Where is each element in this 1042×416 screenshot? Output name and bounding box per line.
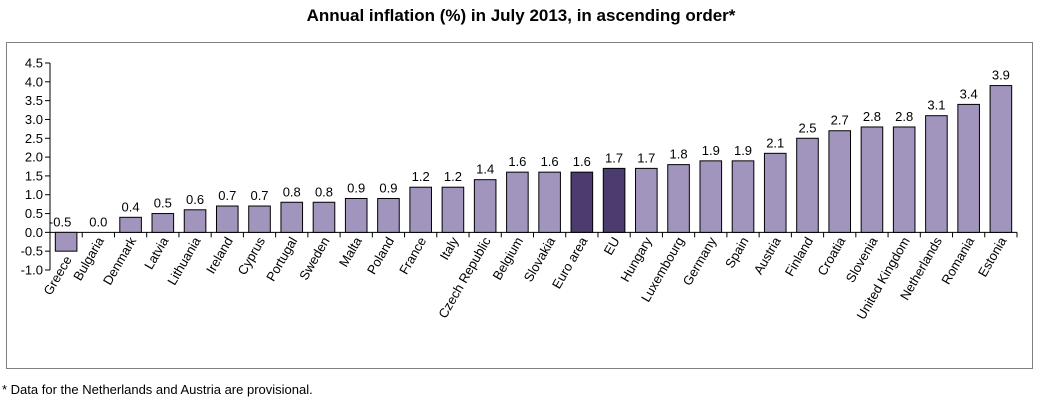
bar xyxy=(377,197,400,233)
x-tick-label: France xyxy=(396,234,429,277)
bar xyxy=(54,231,78,252)
x-tick-label: EU xyxy=(601,234,623,257)
bar xyxy=(602,167,626,233)
bar xyxy=(280,201,304,233)
bar xyxy=(570,171,594,233)
x-tick-label: Italy xyxy=(437,234,462,263)
x-tick-label: Estonia xyxy=(975,234,1010,280)
data-label: 0.5 xyxy=(154,196,172,211)
data-label: 1.9 xyxy=(734,143,752,158)
bar xyxy=(538,171,561,233)
x-tick-label: Ireland xyxy=(203,234,236,276)
data-label: 0.4 xyxy=(122,199,140,214)
bar xyxy=(473,179,497,233)
x-tick-label: Malta xyxy=(336,234,365,270)
y-tick-label: 2.5 xyxy=(25,131,43,146)
y-tick-label: 0.0 xyxy=(25,225,43,240)
bar-chart: 4.5 4.0 3.5 3.0 2.5 2.0 1.5 1.0 0.5 0.0 -0.5 -1.0 -0… xyxy=(21,56,1018,322)
bar xyxy=(699,160,723,233)
y-tick-label: 3.5 xyxy=(25,93,43,108)
y-tick-label: 1.5 xyxy=(25,168,43,183)
bar xyxy=(183,209,207,233)
data-label: 3.4 xyxy=(960,86,978,101)
chart-title: Annual inflation (%) in July 2013, in as… xyxy=(306,6,736,25)
data-label: 0.8 xyxy=(315,184,333,199)
y-tick-label: 1.0 xyxy=(25,187,43,202)
y-tick-label: -1.0 xyxy=(21,263,43,278)
bar xyxy=(860,126,884,233)
bar xyxy=(957,103,980,233)
data-label: 0.7 xyxy=(218,188,236,203)
data-label: 2.8 xyxy=(863,109,881,124)
data-label: 1.6 xyxy=(573,154,591,169)
footnote: * Data for the Netherlands and Austria a… xyxy=(2,382,313,397)
data-label: 1.6 xyxy=(541,154,559,169)
data-label: -0.5 xyxy=(49,214,71,229)
bar xyxy=(312,201,336,233)
bar xyxy=(892,126,916,233)
x-tick-label: Cyprus xyxy=(235,234,269,278)
y-tick-label: 0.5 xyxy=(25,206,43,221)
data-label: 1.2 xyxy=(444,169,462,184)
data-label: 0.6 xyxy=(186,192,204,207)
data-label: 0.8 xyxy=(283,184,301,199)
x-tick-label: Spain xyxy=(722,234,752,270)
data-label: 0.9 xyxy=(347,180,365,195)
y-tick-label: 4.5 xyxy=(25,56,43,71)
data-label: 3.1 xyxy=(927,98,945,113)
data-label: 0.0 xyxy=(89,214,107,229)
x-tick-label: Latvia xyxy=(141,234,172,272)
data-label: 0.7 xyxy=(250,188,268,203)
data-label: 1.9 xyxy=(702,143,720,158)
bar xyxy=(763,152,787,233)
x-tick-label: Croatia xyxy=(814,234,848,278)
y-tick-label: -0.5 xyxy=(21,244,43,259)
bar xyxy=(796,137,819,233)
data-label: 2.5 xyxy=(798,120,816,135)
chart-frame xyxy=(6,42,1033,369)
bar xyxy=(441,186,465,233)
data-label: 2.8 xyxy=(895,109,913,124)
x-tick-label: Poland xyxy=(364,234,397,277)
bar xyxy=(215,205,239,233)
y-tick-label: 3.0 xyxy=(25,112,43,127)
data-label: 0.9 xyxy=(379,180,397,195)
y-tick-label: 2.0 xyxy=(25,150,43,165)
data-label: 1.8 xyxy=(670,147,688,162)
bar xyxy=(635,167,658,233)
bar xyxy=(828,130,852,233)
data-label: 2.7 xyxy=(831,113,849,128)
data-label: 1.2 xyxy=(412,169,430,184)
x-tick-label: Portugal xyxy=(263,234,300,284)
bar xyxy=(248,205,271,233)
data-label: 1.6 xyxy=(508,154,526,169)
bar xyxy=(667,164,690,233)
x-tick-label: Finland xyxy=(782,234,816,278)
bar xyxy=(409,186,432,233)
bar xyxy=(731,160,755,233)
data-label: 2.1 xyxy=(766,135,784,150)
data-label: 3.9 xyxy=(992,68,1010,83)
bar xyxy=(506,171,529,233)
bar xyxy=(989,85,1013,233)
x-tick-label: Austria xyxy=(751,234,785,277)
data-label: 1.7 xyxy=(605,150,623,165)
bar xyxy=(925,115,948,233)
bar xyxy=(119,216,142,233)
y-tick-label: 4.0 xyxy=(25,74,43,89)
bar xyxy=(151,213,175,233)
x-tick-label: Sweden xyxy=(296,234,332,282)
data-label: 1.4 xyxy=(476,162,494,177)
data-label: 1.7 xyxy=(637,150,655,165)
bar xyxy=(344,197,368,233)
